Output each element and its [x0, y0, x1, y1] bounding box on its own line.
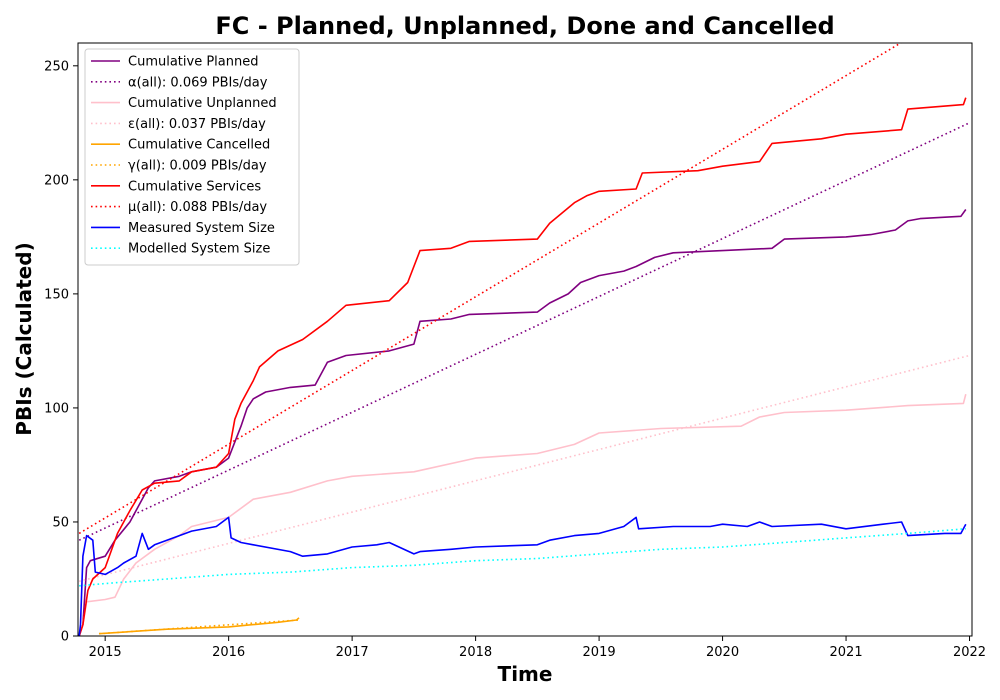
y-tick-label: 250: [44, 59, 69, 74]
x-tick-label: 2016: [212, 645, 245, 660]
axis-ticks: 2015 2016 2017 2018 2019 2020 2021 2022 0 50 100 15…: [44, 59, 986, 660]
x-tick-label: 2018: [459, 645, 492, 660]
chart-title: FC - Planned, Unplanned, Done and Cancel…: [215, 12, 834, 40]
legend-entry-10: Modelled System Size: [128, 242, 270, 257]
y-tick-label: 50: [52, 515, 69, 530]
series-line-3: [78, 393, 967, 636]
series-layer: [78, 43, 970, 636]
legend-entry-4: ε(all): 0.037 PBIs/day: [128, 117, 266, 132]
legend-entry-1: Cumulative Planned: [128, 55, 258, 70]
x-tick-label: 2017: [336, 645, 369, 660]
x-tick-label: 2021: [830, 645, 863, 660]
series-line-10: [79, 528, 966, 587]
y-tick-label: 100: [44, 401, 69, 416]
x-tick-label: 2015: [89, 645, 122, 660]
x-tick-label: 2019: [583, 645, 616, 660]
series-line-2: [78, 122, 970, 541]
y-tick-label: 200: [44, 173, 69, 188]
legend-entry-8: μ(all): 0.088 PBIs/day: [128, 200, 267, 215]
series-line-9: [78, 516, 967, 636]
x-tick-label: 2022: [953, 645, 986, 660]
series-line-4: [79, 354, 970, 583]
legend-entry-7: Cumulative Services: [128, 179, 261, 194]
y-axis-label: PBIs (Calculated): [12, 242, 36, 435]
legend-entry-2: α(all): 0.069 PBIs/day: [128, 75, 268, 90]
legend-box: [84, 48, 300, 266]
y-tick-label: 150: [44, 287, 69, 302]
x-axis-label: Time: [498, 662, 553, 686]
y-tick-label: 0: [61, 630, 69, 645]
legend-entry-3: Cumulative Unplanned: [128, 96, 277, 111]
series-line-6: [98, 619, 300, 635]
legend-entry-6: γ(all): 0.009 PBIs/day: [128, 159, 267, 174]
legend-entry-9: Measured System Size: [128, 221, 275, 236]
series-line-7: [78, 97, 967, 636]
plot-frame: [77, 42, 973, 637]
x-tick-label: 2020: [706, 645, 739, 660]
legend-entry-5: Cumulative Cancelled: [128, 138, 270, 153]
legend: Cumulative Planned α(all): 0.069 PBIs/day…: [84, 48, 300, 266]
series-line-1: [78, 209, 967, 636]
